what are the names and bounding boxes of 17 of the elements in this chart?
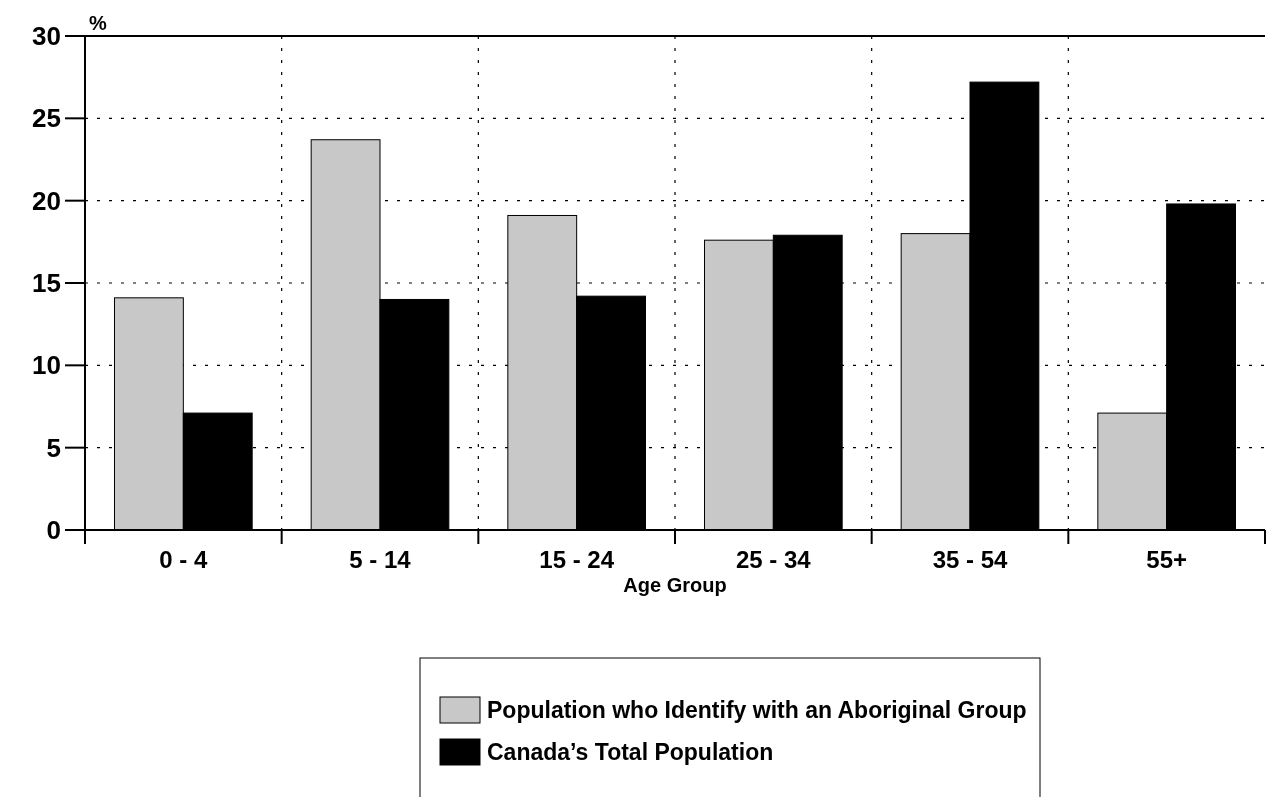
- x-tick-label: 35 - 54: [932, 546, 1009, 573]
- x-tick-label: 15 - 24: [539, 546, 615, 573]
- y-tick-label: 30: [32, 21, 61, 52]
- y-tick-label: 20: [32, 185, 61, 216]
- y-tick-label: 10: [32, 350, 61, 381]
- legend-label: Population who Identify with an Aboriginal Group: [487, 697, 1027, 724]
- y-tick-label: 5: [46, 432, 61, 463]
- legend-label: Canada’s Total Population: [487, 739, 774, 766]
- y-tick-label: 25: [32, 103, 61, 134]
- y-tick-label: 0: [46, 515, 61, 546]
- x-axis-title: Age Group: [623, 574, 727, 596]
- y-tick-label: 15: [32, 268, 61, 299]
- x-tick-label: 0 - 4: [159, 546, 208, 573]
- y-axis-title: %: [89, 12, 107, 34]
- x-tick-label: 55+: [1146, 546, 1188, 573]
- x-tick-label: 25 - 34: [735, 546, 812, 573]
- x-tick-label: 5 - 14: [349, 546, 412, 573]
